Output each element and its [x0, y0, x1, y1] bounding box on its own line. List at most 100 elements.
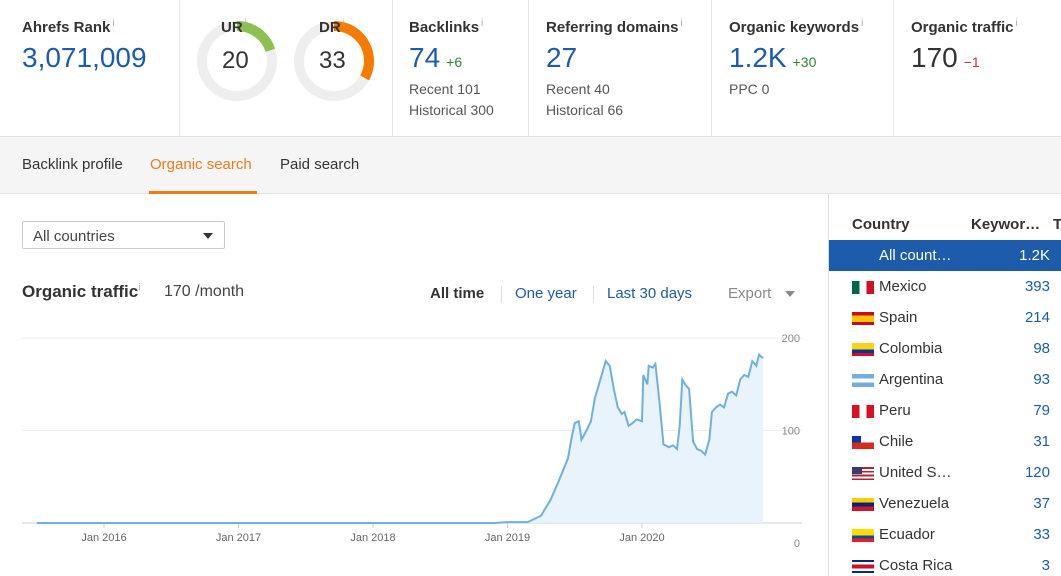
export-button[interactable]: Export [728, 285, 795, 302]
country-name: Venezuela [879, 495, 950, 512]
colombia-flag-icon [852, 343, 874, 356]
tab-organic-search[interactable]: Organic search [150, 156, 252, 173]
col-header-keywords[interactable]: Keywor… [971, 216, 1041, 233]
country-row[interactable]: Argentina 93 [829, 364, 1061, 395]
country-keywords-count[interactable]: 3 [1041, 557, 1050, 574]
x-tick-label: Jan 2016 [81, 532, 126, 544]
info-icon[interactable]: i [112, 18, 115, 29]
ahrefs-rank-label: Ahrefs Rank i [22, 18, 115, 36]
organic-keywords-label: Organic keywords i [729, 18, 864, 36]
x-tick-label: Jan 2018 [350, 532, 395, 544]
backlinks-count[interactable]: 74 [409, 42, 441, 73]
col-header-traffic[interactable]: T [1053, 216, 1061, 233]
country-keywords-count[interactable]: 120 [1024, 464, 1050, 481]
country-row[interactable]: Peru 79 [829, 395, 1061, 426]
organic-traffic-label: Organic traffic i [911, 18, 1018, 36]
range-divider [593, 286, 594, 303]
country-row[interactable]: Venezuela 37 [829, 488, 1061, 519]
dr-value[interactable]: 33 [319, 47, 346, 74]
country-keywords-count[interactable]: 93 [1033, 371, 1050, 388]
organic-traffic-delta: −1 [963, 54, 980, 70]
info-icon[interactable]: i [861, 18, 864, 29]
organic-keywords-card: Organic keywords i 1.2K +30 PPC 0 [712, 0, 894, 136]
report-tabs: Backlink profile Organic search Paid sea… [0, 137, 1061, 194]
country-row[interactable]: Mexico 393 [829, 271, 1061, 302]
organic-keywords-value: 1.2K +30 [729, 42, 816, 74]
country-row[interactable]: Colombia 98 [829, 333, 1061, 364]
argentina-flag-icon [852, 374, 874, 387]
ur-label: UR i [221, 18, 247, 36]
info-icon[interactable]: i [244, 18, 247, 29]
country-name: Argentina [879, 371, 944, 388]
info-icon[interactable]: i [342, 18, 345, 29]
backlinks-label: Backlinks i [409, 18, 484, 36]
ecuador-flag-icon [852, 529, 874, 542]
country-row[interactable]: Ecuador 33 [829, 519, 1061, 550]
referring-domains-card: Referring domains i 27 Recent 40 Historic… [529, 0, 712, 136]
organic-traffic-count[interactable]: 170 [911, 42, 958, 73]
range-last-30-days[interactable]: Last 30 days [607, 285, 693, 302]
active-tab-indicator [149, 191, 257, 194]
ur-value[interactable]: 20 [222, 47, 249, 74]
country-keywords-count[interactable]: 1.2K [1019, 247, 1050, 264]
country-keywords-count[interactable]: 79 [1033, 402, 1050, 419]
organic-traffic-per-month: 170 /month [164, 283, 245, 300]
x-tick-label: Jan 2017 [216, 532, 261, 544]
backlinks-recent[interactable]: Recent 101 [409, 81, 481, 97]
organic-traffic-card: Organic traffic i 170 −1 [894, 0, 1061, 136]
ahrefs-rank-card: Ahrefs Rank i 3,071,009 [0, 0, 180, 136]
col-header-country[interactable]: Country [852, 216, 910, 233]
country-keywords-count[interactable]: 214 [1024, 309, 1050, 326]
range-all-time[interactable]: All time [430, 285, 485, 302]
country-select-value: All countries [33, 228, 115, 245]
united-states-flag-icon [852, 467, 874, 480]
traffic-area [36, 354, 764, 523]
dr-gauge [294, 21, 374, 101]
country-keywords-count[interactable]: 98 [1033, 340, 1050, 357]
country-name: All count… [879, 247, 952, 264]
country-row-all[interactable]: All count… 1.2K [829, 240, 1061, 271]
peru-flag-icon [852, 405, 874, 418]
backlinks-delta: +6 [446, 54, 463, 70]
country-row[interactable]: United S… 120 [829, 457, 1061, 488]
country-row[interactable]: Costa Rica 3 [829, 550, 1061, 576]
metrics-bar: Ahrefs Rank i 3,071,009 UR i 20 DR i 33 Bac… [0, 0, 1061, 137]
range-one-year[interactable]: One year [515, 285, 577, 302]
range-divider [501, 286, 502, 303]
ppc-keywords[interactable]: PPC 0 [729, 81, 770, 97]
country-name: Costa Rica [879, 557, 953, 574]
info-icon[interactable]: i [138, 282, 141, 294]
referring-domains-value[interactable]: 27 [546, 42, 578, 73]
tab-backlink-profile[interactable]: Backlink profile [22, 156, 123, 173]
chevron-down-icon [203, 233, 213, 239]
country-keywords-count[interactable]: 31 [1033, 433, 1050, 450]
info-icon[interactable]: i [680, 18, 683, 29]
traffic-line [36, 352, 764, 524]
ahrefs-rank-value[interactable]: 3,071,009 [22, 42, 147, 73]
referring-domains-historical[interactable]: Historical 66 [546, 102, 624, 118]
country-name: Chile [879, 433, 914, 450]
country-select[interactable]: All countries [22, 221, 225, 249]
backlinks-historical[interactable]: Historical 300 [409, 102, 494, 118]
organic-traffic-chart[interactable]: 0 100 200 Jan 2016 Jan 2017 Jan 2018 Jan 2019 J… [0, 318, 820, 558]
country-name: Peru [879, 402, 911, 419]
dr-label: DR i [319, 18, 345, 36]
referring-domains-recent[interactable]: Recent 40 [546, 81, 610, 97]
info-icon[interactable]: i [1015, 18, 1018, 29]
tab-paid-search[interactable]: Paid search [280, 156, 360, 173]
venezuela-flag-icon [852, 498, 874, 511]
country-row[interactable]: Spain 214 [829, 302, 1061, 333]
x-tick-label: Jan 2020 [619, 532, 664, 544]
organic-keywords-count[interactable]: 1.2K [729, 42, 787, 73]
country-row[interactable]: Chile 31 [829, 426, 1061, 457]
country-keywords-count[interactable]: 37 [1033, 495, 1050, 512]
organic-traffic-value: 170 −1 [911, 42, 980, 74]
organic-traffic-title: Organic traffici [22, 282, 141, 301]
spain-flag-icon [852, 312, 874, 325]
info-icon[interactable]: i [481, 18, 484, 29]
country-keywords-count[interactable]: 33 [1033, 526, 1050, 543]
country-keywords-count[interactable]: 393 [1024, 278, 1050, 295]
chile-flag-icon [852, 436, 874, 449]
country-name: Colombia [879, 340, 943, 357]
country-breakdown-panel: Country Keywor… T All count… 1.2K Mexico39… [828, 194, 1061, 576]
